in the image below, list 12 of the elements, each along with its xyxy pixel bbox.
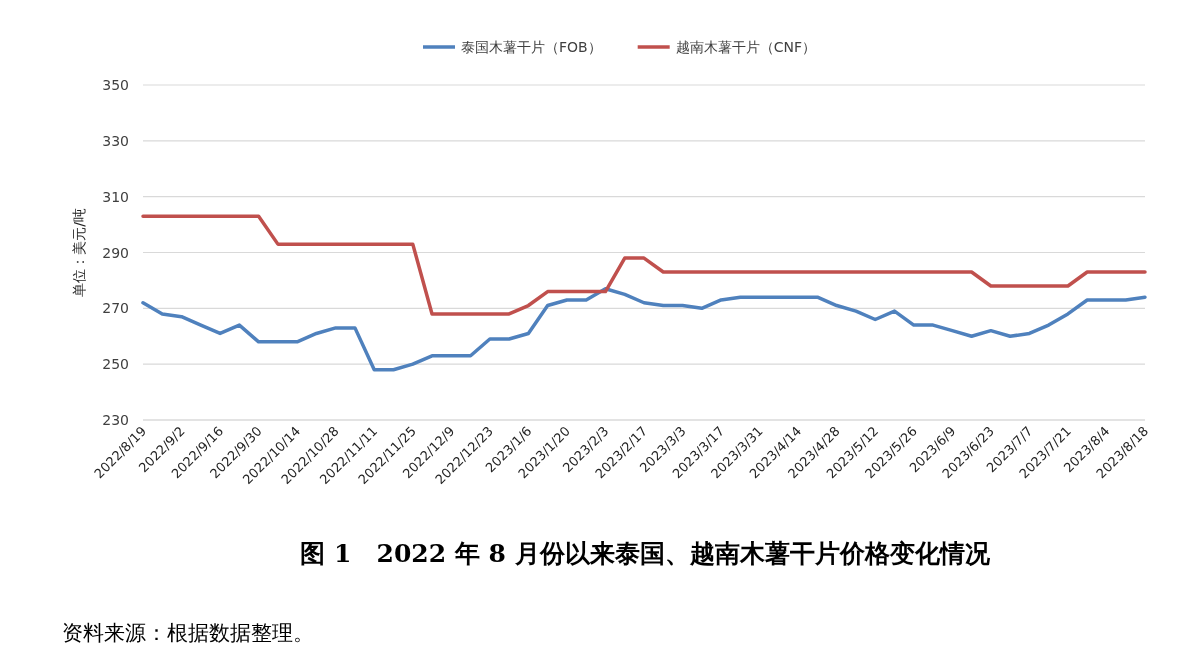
y-tick-label: 350 xyxy=(102,77,129,93)
y-tick-label: 290 xyxy=(102,244,129,261)
y-tick-label: 270 xyxy=(102,300,129,317)
y-tick-label: 310 xyxy=(102,188,129,205)
y-tick-label: 250 xyxy=(102,356,129,373)
y-tick-label: 230 xyxy=(102,412,129,428)
text: 资料来源：根据数据整理。 xyxy=(62,621,314,645)
text: 图 1 2022 年 8 月份以来泰国、越南木薯干片价格变化情况 xyxy=(300,539,991,568)
legend-label: 越南木薯干片（CNF） xyxy=(675,39,816,55)
y-tick-label: 330 xyxy=(102,132,129,149)
y-axis-title: 单位：美元/吨 xyxy=(71,208,87,297)
legend-label: 泰国木薯干片（FOB） xyxy=(461,39,602,55)
